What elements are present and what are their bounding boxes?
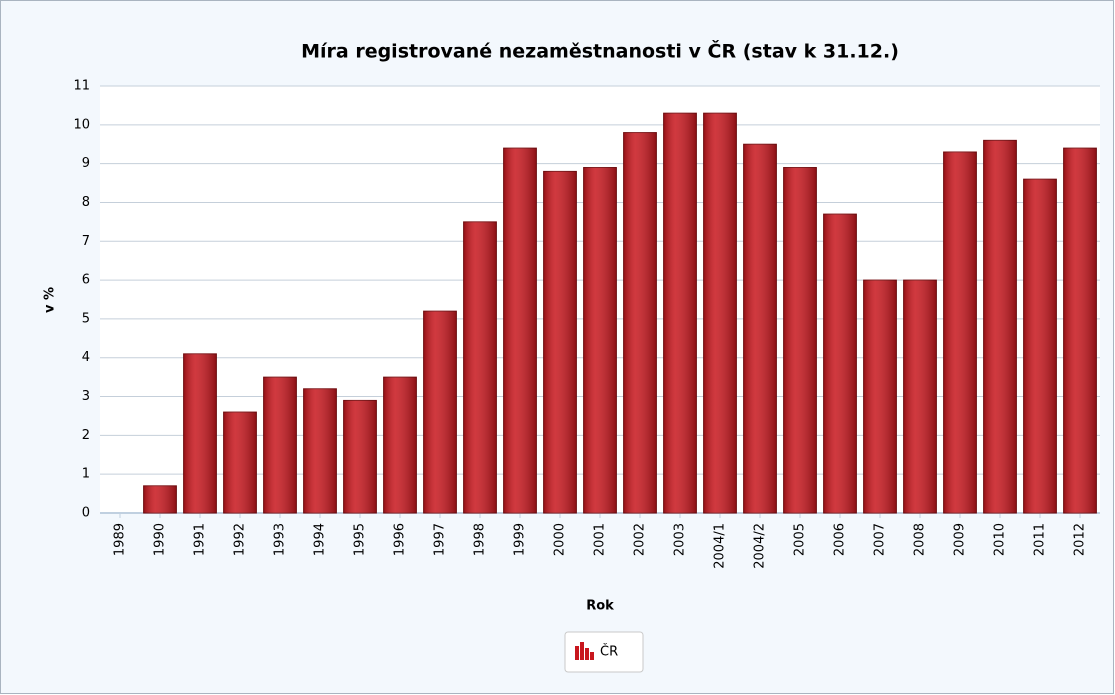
bar bbox=[983, 139, 1017, 514]
legend-icon-bar[interactable] bbox=[575, 646, 579, 660]
y-tick-label: 9 bbox=[82, 156, 90, 171]
bar bbox=[303, 388, 337, 514]
bar bbox=[583, 167, 617, 514]
x-tick-label: 2001 bbox=[593, 523, 608, 556]
x-tick-label: 2008 bbox=[913, 523, 928, 556]
legend-icon-bar[interactable] bbox=[580, 642, 584, 660]
x-tick-label: 2004/2 bbox=[753, 523, 768, 569]
y-tick-label: 7 bbox=[82, 234, 90, 249]
bar bbox=[863, 279, 897, 514]
bar bbox=[1063, 147, 1097, 514]
bar bbox=[703, 112, 737, 514]
legend-label[interactable]: ČR bbox=[600, 644, 618, 660]
bar bbox=[183, 353, 217, 514]
legend-icon[interactable] bbox=[575, 642, 594, 660]
x-tick-label: 1997 bbox=[433, 523, 448, 556]
x-tick-label: 2007 bbox=[873, 523, 888, 556]
x-tick-label: 1998 bbox=[473, 523, 488, 556]
legend-box[interactable] bbox=[564, 631, 644, 673]
bar bbox=[343, 399, 377, 514]
x-tick-label: 2003 bbox=[673, 523, 688, 556]
x-tick-label: 2009 bbox=[953, 523, 968, 556]
bar bbox=[943, 151, 977, 514]
y-tick-label: 3 bbox=[82, 389, 90, 404]
bar bbox=[383, 376, 417, 514]
x-tick-label: 2010 bbox=[993, 523, 1008, 556]
bar bbox=[663, 112, 697, 514]
x-tick-label: 1996 bbox=[393, 523, 408, 556]
x-tick-label: 1992 bbox=[233, 523, 248, 556]
x-tick-label: 2011 bbox=[1033, 523, 1048, 556]
y-tick-label: 8 bbox=[82, 195, 90, 210]
bar bbox=[543, 170, 577, 514]
x-tick-label: 1999 bbox=[513, 523, 528, 556]
y-tick-label: 5 bbox=[82, 311, 90, 326]
bar bbox=[503, 147, 537, 514]
x-tick-label: 1990 bbox=[153, 523, 168, 556]
legend-icon-bar[interactable] bbox=[590, 652, 594, 660]
x-tick-label: 1989 bbox=[113, 523, 128, 556]
x-tick-label: 1991 bbox=[193, 523, 208, 556]
bar bbox=[623, 132, 657, 514]
bar bbox=[263, 376, 297, 514]
x-tick-label: 2005 bbox=[793, 523, 808, 556]
x-tick-label: 2002 bbox=[633, 523, 648, 556]
x-tick-label: 1995 bbox=[353, 523, 368, 556]
chart-title: Míra registrované nezaměstnanosti v ČR (… bbox=[301, 39, 899, 63]
x-tick-label: 2006 bbox=[833, 523, 848, 556]
y-tick-label: 10 bbox=[73, 117, 90, 132]
x-tick-label: 2000 bbox=[553, 523, 568, 556]
y-tick-label: 2 bbox=[82, 428, 90, 443]
y-tick-label: 6 bbox=[82, 273, 90, 288]
legend-icon-bar[interactable] bbox=[585, 648, 589, 660]
bar bbox=[783, 167, 817, 514]
x-tick-label: 2004/1 bbox=[713, 523, 728, 569]
legend[interactable]: ČR bbox=[564, 631, 644, 673]
bar bbox=[463, 221, 497, 514]
x-tick-label: 2012 bbox=[1073, 523, 1088, 556]
x-tick-label: 1993 bbox=[273, 523, 288, 556]
y-axis-title: v % bbox=[43, 287, 58, 313]
bar bbox=[823, 213, 857, 514]
bar bbox=[223, 411, 257, 514]
y-tick-label: 11 bbox=[73, 79, 90, 94]
bar bbox=[423, 310, 457, 514]
y-tick-label: 0 bbox=[82, 506, 90, 521]
y-tick-label: 1 bbox=[82, 467, 90, 482]
bar bbox=[1023, 178, 1057, 514]
bar bbox=[743, 143, 777, 514]
x-tick-label: 1994 bbox=[313, 523, 328, 556]
bar bbox=[903, 279, 937, 514]
y-tick-label: 4 bbox=[82, 350, 90, 365]
x-axis-title: Rok bbox=[586, 599, 614, 614]
bar bbox=[143, 485, 177, 514]
